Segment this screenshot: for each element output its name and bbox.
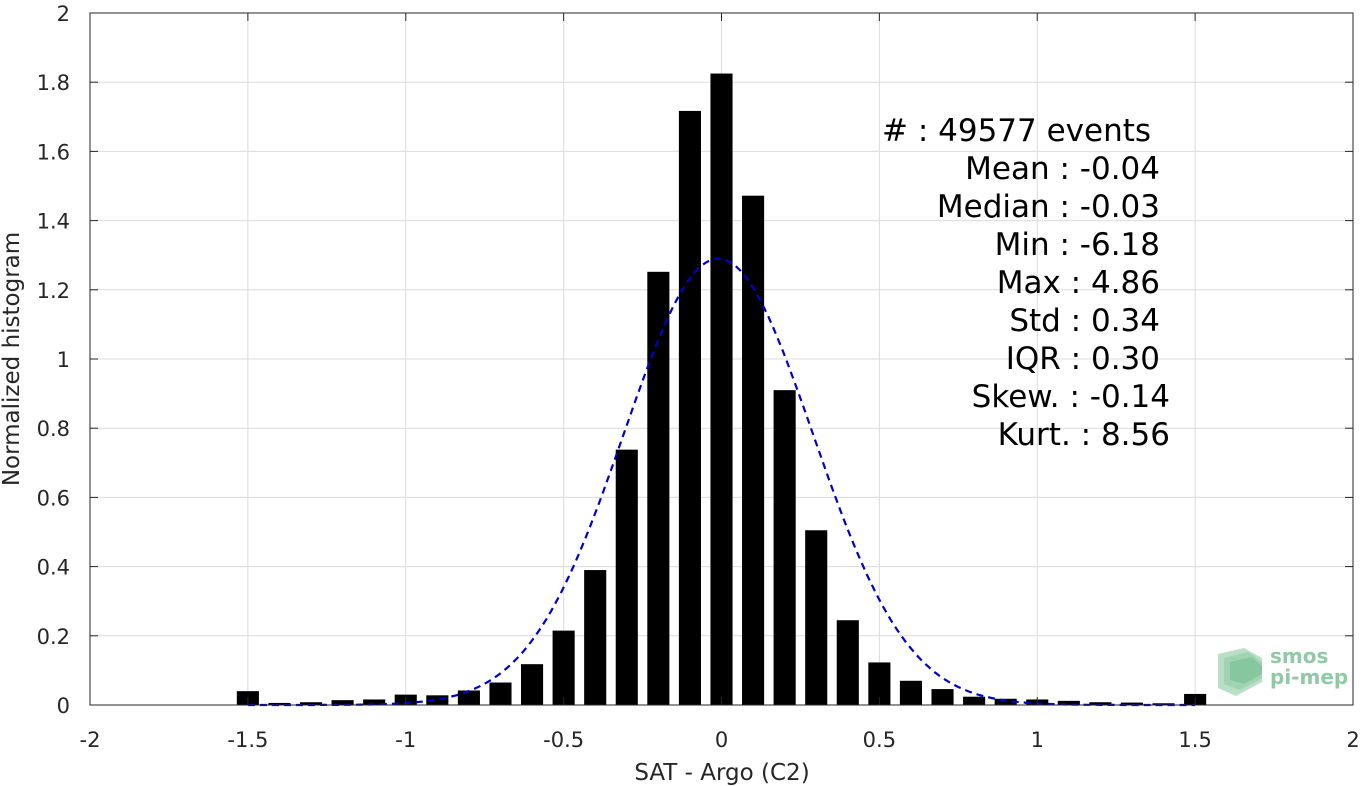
logo-text-line1: smos — [1270, 644, 1329, 668]
y-tick-label: 1.8 — [37, 71, 70, 95]
y-tick-label: 0.8 — [37, 417, 70, 441]
y-tick-label: 0.2 — [37, 625, 70, 649]
histogram-bar — [489, 682, 512, 705]
histogram-bar — [994, 698, 1017, 705]
y-tick-label: 0.4 — [37, 556, 70, 580]
stat-max: Max : 4.86 — [996, 265, 1160, 301]
statistics-box: # : 49577 events Mean : -0.04 Median : -… — [860, 112, 1170, 454]
y-axis-label: Normalized histogram — [0, 232, 25, 486]
y-tick-label: 1.4 — [37, 210, 70, 234]
histogram-bar — [615, 449, 638, 705]
histogram-bar — [931, 689, 954, 705]
logo-text-line2: pi-mep — [1270, 665, 1349, 689]
histogram-bar — [299, 702, 323, 705]
histogram-bar — [520, 664, 544, 705]
stat-median: Median : -0.03 — [936, 189, 1160, 225]
stat-min: Min : -6.18 — [994, 227, 1160, 263]
x-tick-label: 0.5 — [863, 728, 896, 752]
histogram-bar — [836, 620, 859, 705]
stat-skew: Skew. : -0.14 — [971, 379, 1170, 415]
histogram-bar — [1152, 703, 1175, 705]
histogram-bar — [710, 73, 733, 706]
histogram-bar — [1120, 702, 1144, 705]
y-tick-label: 1 — [57, 348, 70, 372]
histogram-bar — [805, 530, 828, 705]
x-tick-label: -0.5 — [543, 728, 584, 752]
stat-iqr: IQR : 0.30 — [1005, 341, 1160, 377]
ticks — [89, 12, 1354, 706]
histogram-bar — [773, 390, 796, 705]
histogram-bar — [584, 570, 607, 705]
stat-kurt: Kurt. : 8.56 — [997, 417, 1170, 453]
histogram-bar — [868, 662, 891, 705]
x-tick-label: 2 — [1346, 728, 1359, 752]
histogram-bar — [1089, 702, 1112, 705]
histogram-bar — [457, 690, 480, 705]
smos-pi-mep-logo: smos pi-mep — [1214, 644, 1354, 700]
histogram-bar — [363, 699, 386, 705]
histogram-bar — [268, 702, 291, 705]
y-tick-label: 1.6 — [37, 140, 70, 164]
tick-labels: -2 -1.5 -1 -0.5 0 0.5 1 1.5 2 0 0.2 0.4 0.6 0.8 1 1.2 1.… — [37, 2, 1360, 752]
histogram-bar — [1057, 700, 1080, 705]
y-tick-label: 0.6 — [37, 486, 70, 510]
histogram-bar — [899, 680, 923, 705]
y-tick-label: 2 — [57, 2, 70, 26]
stat-std: Std : 0.34 — [1009, 303, 1160, 339]
x-tick-label: 0 — [715, 728, 728, 752]
y-tick-label: 1.2 — [37, 279, 70, 303]
x-tick-label: -1.5 — [227, 728, 268, 752]
x-tick-label: -1 — [395, 728, 416, 752]
histogram-bar — [742, 195, 765, 706]
bars — [236, 73, 1207, 706]
x-tick-label: -2 — [80, 728, 101, 752]
histogram-bar — [963, 696, 986, 705]
x-axis-label: SAT - Argo (C2) — [634, 760, 809, 786]
x-tick-label: 1 — [1031, 728, 1044, 752]
x-tick-label: 1.5 — [1178, 728, 1211, 752]
histogram-bar — [426, 695, 449, 705]
histogram-bar — [647, 271, 670, 705]
histogram-bar — [552, 630, 575, 705]
y-tick-label: 0 — [57, 694, 70, 718]
logo-waves-icon — [1218, 648, 1262, 696]
stat-events: # : 49577 events — [882, 113, 1152, 149]
histogram-bar — [331, 700, 354, 705]
histogram-bar — [678, 110, 701, 706]
stat-mean: Mean : -0.04 — [965, 151, 1160, 187]
